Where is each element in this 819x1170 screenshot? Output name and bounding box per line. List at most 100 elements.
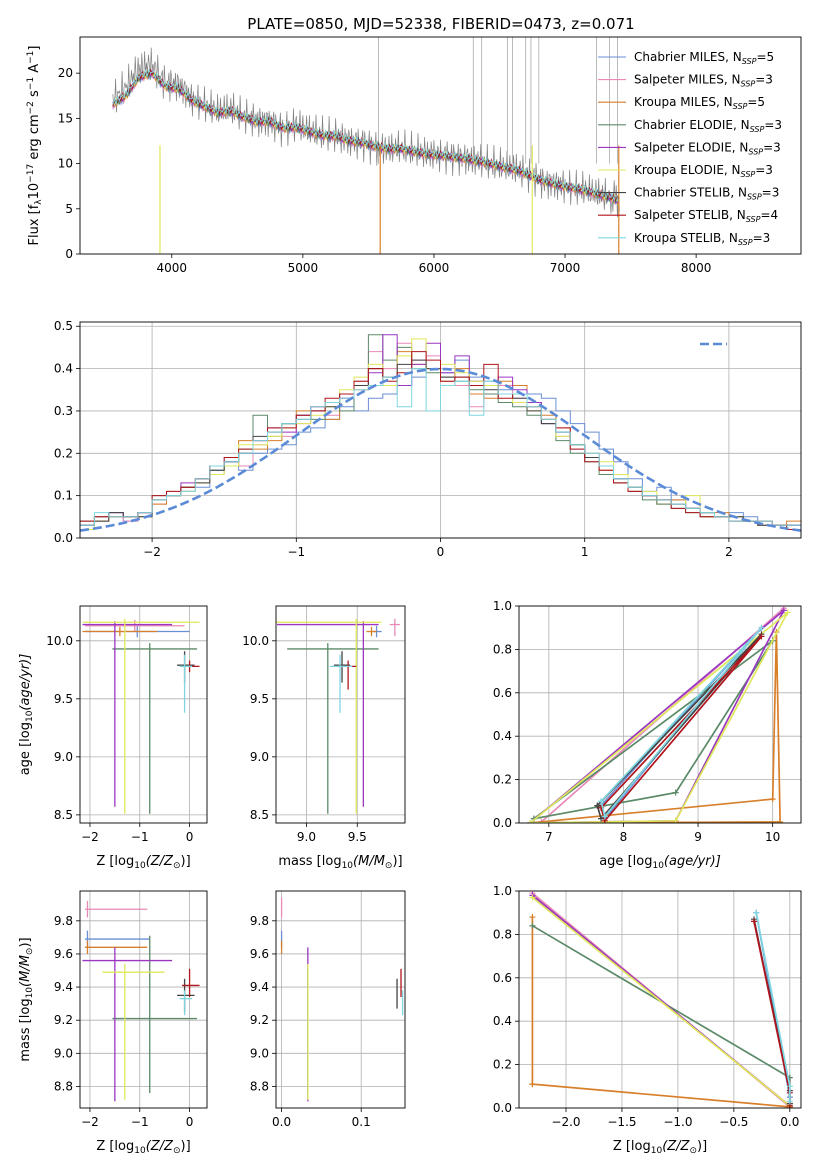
label-part: ⊙ <box>689 1146 697 1156</box>
label-part: Salpeter MILES, N <box>634 73 741 87</box>
weight-line <box>600 635 763 823</box>
weight-marker <box>786 1083 793 1090</box>
age-vs-mass-ytick-label: 8.5 <box>250 808 269 822</box>
mass-vs-ebv-plot <box>280 897 404 1102</box>
residuals-ytick-label: 0.3 <box>54 404 73 418</box>
weight-line <box>596 633 763 821</box>
mass-vs-Z-plot <box>82 900 200 1102</box>
legend-entry: Kroupa MILES, NSSP=5 <box>634 95 765 111</box>
spectrum-xtick-label: 7000 <box>550 261 581 275</box>
age-vs-mass-xtick-label: 9.0 <box>297 830 316 844</box>
label-part: mass [log <box>278 854 341 869</box>
mass-vs-ebv-xtick-label: 0.1 <box>352 1115 371 1129</box>
weight-line <box>533 640 774 820</box>
age-vs-Z-axes: −2 −1 0 8.5 9.0 9.5 10.0 <box>46 606 207 844</box>
errorbar-point <box>276 618 382 814</box>
weight-marker <box>758 633 765 640</box>
mass-vs-Z-xtick-label: −1 <box>131 1115 149 1129</box>
label-part: Kroupa ELODIE, N <box>634 163 741 177</box>
weight-marker <box>777 818 784 823</box>
weight-marker <box>529 1081 536 1088</box>
figure-title: PLATE=0850, MJD=52338, FIBERID=0473, z=0… <box>247 15 634 33</box>
label-part: (M/M <box>353 854 385 869</box>
errorbar-point <box>182 968 200 998</box>
weight-line <box>600 627 763 819</box>
weight-vs-Z-xtick-label: 0.0 <box>780 1115 799 1129</box>
age-vs-mass-axes: 9.0 9.5 8.5 9.0 9.5 10.0 <box>242 606 405 844</box>
mass-vs-ebv-ytick-label: 9.4 <box>250 980 269 994</box>
label-part: Chabrier STELIB, N <box>634 186 747 200</box>
legend-entry: Salpeter ELODIE, NSSP=3 <box>634 140 781 156</box>
errorbar-point <box>84 940 148 954</box>
residuals-ytick-label: 0.0 <box>54 531 73 545</box>
label-part: λ <box>34 199 44 205</box>
weight-marker <box>786 1098 793 1105</box>
errorbar-point <box>389 618 400 637</box>
age-vs-mass-ytick-label: 10.0 <box>242 634 269 648</box>
spectrum-axes: 4000 5000 6000 7000 8000 0 5 10 15 20 <box>58 66 712 275</box>
residuals-ytick-label: 0.5 <box>54 319 73 333</box>
label-part: ⊙ <box>173 1146 181 1156</box>
age-vs-Z-ytick-label: 10.0 <box>46 634 73 648</box>
residuals-xtick-label: 1 <box>581 545 589 559</box>
label-part: A <box>27 64 42 77</box>
weight-marker <box>784 609 791 616</box>
mass-vs-Z-ylabel: mass [log10(M/M⊙)] <box>18 937 35 1061</box>
age-vs-Z-frame <box>79 605 208 824</box>
weight-vs-age-ytick-label: 0.2 <box>493 773 512 787</box>
label-part: 10 <box>651 1146 663 1156</box>
errorbar-point <box>177 978 195 1012</box>
mass-vs-ebv-ytick-label: 9.6 <box>250 947 269 961</box>
age-vs-Z-xtick-label: −1 <box>131 830 149 844</box>
model-spectrum-line <box>112 68 620 203</box>
label-part: =3 <box>764 118 782 132</box>
label-part: age [log <box>18 722 33 775</box>
weight-vs-Z-frame <box>518 890 802 1109</box>
legend-entry: Kroupa ELODIE, NSSP=3 <box>634 163 773 179</box>
weight-vs-age-xtick-label: 10 <box>765 830 780 844</box>
weight-marker <box>594 802 601 809</box>
weight-vs-age-ytick-label: 0.8 <box>493 642 512 656</box>
mass-vs-ebv-ytick-label: 8.8 <box>250 1079 269 1093</box>
label-part: )] <box>392 854 402 869</box>
label-part: ] <box>27 46 42 51</box>
label-part: (Z/Z <box>146 1139 174 1154</box>
weight-line <box>531 896 791 1107</box>
label-part: −2 <box>26 101 36 114</box>
residuals-xtick-label: −1 <box>287 545 305 559</box>
weight-vs-Z-ytick-label: 0.8 <box>493 927 512 941</box>
weight-vs-Z-ytick-label: 1.0 <box>493 884 512 898</box>
label-part: 10 <box>342 861 354 871</box>
label-part: Kroupa STELIB, N <box>634 231 738 245</box>
weight-marker <box>758 624 765 631</box>
weight-line <box>529 611 789 823</box>
label-part: SSP <box>741 80 756 89</box>
label-part: mass [log <box>18 998 33 1061</box>
label-part: =5 <box>756 50 774 64</box>
mass-vs-Z-ytick-label: 9.4 <box>54 980 73 994</box>
weight-marker <box>529 914 536 921</box>
weight-marker <box>527 820 534 823</box>
mass-vs-Z-frame <box>79 890 208 1109</box>
weight-vs-age-xtick-label: 8 <box>620 830 628 844</box>
weight-line <box>531 917 790 1108</box>
label-part: s <box>27 90 42 101</box>
mass-vs-Z-ytick-label: 8.8 <box>54 1079 73 1093</box>
weight-marker <box>598 815 605 822</box>
age-vs-mass-ytick-label: 9.0 <box>250 750 269 764</box>
label-part: 10 <box>134 861 146 871</box>
weight-vs-age-ytick-label: 0.6 <box>493 686 512 700</box>
weight-marker <box>529 894 536 901</box>
mass-vs-ebv-xtick-label: 0.0 <box>272 1115 291 1129</box>
label-part: Chabrier ELODIE, N <box>634 118 750 132</box>
spectrum-xtick-label: 6000 <box>419 261 450 275</box>
errorbar-point <box>82 626 158 637</box>
weight-marker <box>598 798 605 805</box>
label-part: Z [log <box>96 1139 134 1154</box>
legend-entry: Salpeter MILES, NSSP=3 <box>634 73 773 89</box>
label-part: )] <box>181 1139 191 1154</box>
observed-spectrum-line <box>112 47 620 218</box>
weight-vs-Z-xtick-label: −0.5 <box>719 1115 748 1129</box>
errorbar-point <box>179 654 193 713</box>
